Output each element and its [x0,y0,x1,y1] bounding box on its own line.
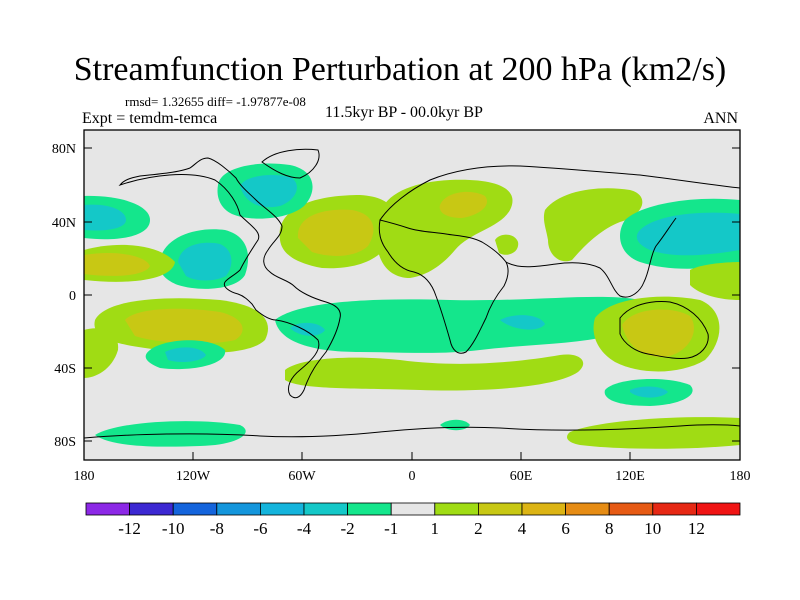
map-background [84,130,740,460]
x-tick-label: 120W [176,469,211,484]
colorbar-label: -2 [341,519,355,538]
colorbar-swatch [172,502,218,516]
field-n-america-core [178,242,232,281]
field-se-pacific-core [165,347,206,363]
colorbar-swatch [652,502,697,516]
field-ne-pacific-core [84,253,150,276]
americas-coast [118,157,341,399]
field-sw-edge [84,328,119,378]
y-tick-label: 0 [69,289,76,304]
colorbar-label: -6 [253,519,267,538]
colorbar-swatch [85,502,130,516]
colorbar-swatch [347,502,392,516]
field-s-atlantic-core-a [290,322,325,336]
axis-ticks [83,147,741,460]
field-asia-positive [543,188,643,262]
colorbar-swatch [696,502,741,516]
colorbar-swatch [390,502,436,516]
colorbar-swatch [608,502,654,516]
y-tick-label: 40S [54,362,76,377]
coastlines [84,148,740,439]
colorbar-swatch [303,502,348,516]
colorbar-label: -4 [297,519,312,538]
field-canada-core [240,174,297,208]
colorbar-swatch [259,502,305,516]
x-tick-label: 120E [615,469,645,484]
colorbar-label: -8 [210,519,224,538]
field-e-pacific-edge [690,262,740,300]
field-n-atlantic-core [297,209,374,256]
x-tick-label: 180 [74,469,95,484]
plot-title: Streamfunction Perturbation at 200 hPa (… [73,51,727,88]
colorbar-label: 1 [431,519,440,538]
colorbar-swatch [565,502,610,516]
colorbar-labels: -12 -10 -8 -6 -4 -2 -1 1 2 4 6 8 10 12 [118,519,705,538]
colorbar-label: 12 [688,519,705,538]
colorbar [85,502,741,516]
field-s-indian-core [630,386,668,398]
colorbar-label: 2 [474,519,483,538]
season-label: ANN [703,110,738,127]
stats-label: rmsd= 1.32655 diff= -1.97877e-08 [125,94,306,109]
field-australia-core [622,309,694,357]
colorbar-swatch [216,502,261,516]
colorbar-label: -10 [162,519,185,538]
colorbar-label: 4 [518,519,527,538]
field-w-pacific-edge-core [84,204,126,231]
field-southern-band-negative [275,296,646,353]
colorbar-label: 8 [605,519,614,538]
colorbar-swatch [477,502,523,516]
south-asia-coast [505,217,677,298]
contour-fields [84,163,740,449]
colorbar-swatch [129,502,174,516]
colorbar-label: 6 [561,519,570,538]
period-label: 11.5kyr BP - 00.0kyr BP [325,104,483,121]
greenland-coast [261,148,320,179]
y-tick-labels: 80N 40N 0 40S 80S [52,142,76,450]
colorbar-swatch [521,502,566,516]
africa-eurasia-coast [378,165,740,354]
y-tick-label: 80N [52,142,76,157]
colorbar-label: 10 [644,519,661,538]
colorbar-swatch [434,502,479,516]
colorbar-label: -1 [384,519,398,538]
field-middle-east [495,234,519,255]
australia-coast [619,301,709,359]
x-tick-label: 0 [409,469,416,484]
field-s-pacific-core [125,308,243,344]
field-nw-pacific-core [636,212,740,256]
antarctica-coast [84,424,740,439]
field-europe-core [439,191,488,218]
x-tick-label: 180 [730,469,751,484]
field-indian-core [500,315,545,330]
y-tick-label: 80S [54,435,76,450]
experiment-label: Expt = temdm-temca [82,110,218,127]
x-tick-label: 60E [510,469,533,484]
y-tick-label: 40N [52,216,76,231]
x-tick-label: 60W [288,469,316,484]
x-tick-labels: 180 120W 60W 0 60E 120E 180 [74,469,751,484]
colorbar-label: -12 [118,519,141,538]
field-southern-positive [285,354,584,391]
